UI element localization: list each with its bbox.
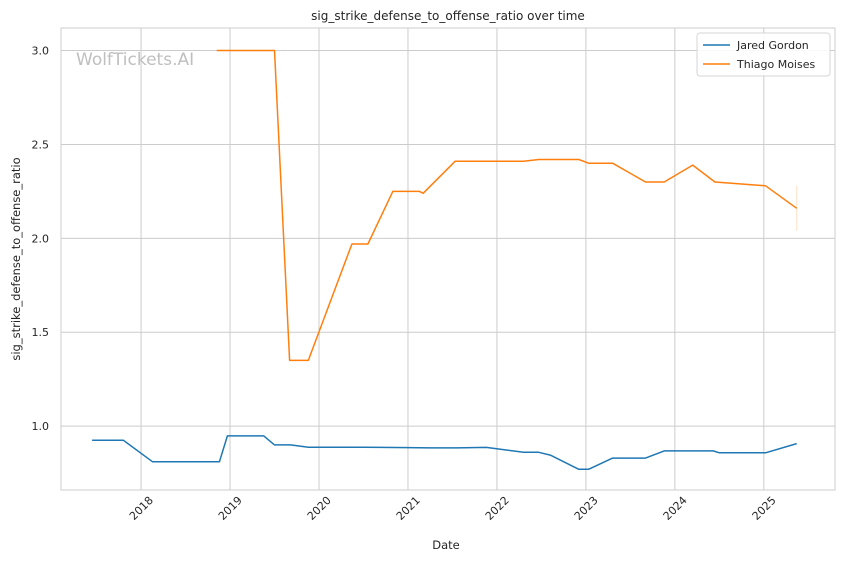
y-tick-label-3-0: 3.0 (32, 45, 50, 58)
y-tick-label-2-5: 2.5 (32, 138, 50, 151)
legend-box (696, 32, 831, 77)
y-tick-label-2-0: 2.0 (32, 232, 50, 245)
legend-label-thiago-moises: Thiago Moises (736, 58, 815, 71)
y-axis-label: sig_strike_defense_to_offense_ratio (9, 157, 23, 360)
x-axis-label: Date (432, 538, 460, 552)
series-line-thiago-moises (216, 49, 798, 362)
chart-title: sig_strike_defense_to_offense_ratio over… (311, 9, 585, 23)
legend-label-jared-gordon: Jared Gordon (736, 39, 809, 52)
y-axis-ticks: 1.0 1.5 2.0 2.5 3.0 (32, 45, 50, 434)
y-tick-label-1-0: 1.0 (32, 420, 50, 433)
watermark: WolfTickets.AI (76, 50, 194, 70)
series-layer (92, 49, 798, 471)
y-tick-label-1-5: 1.5 (32, 326, 50, 339)
legend: Jared Gordon Thiago Moises (696, 32, 831, 77)
series-line-jared-gordon (92, 435, 797, 471)
plot-area-frame (60, 27, 836, 491)
